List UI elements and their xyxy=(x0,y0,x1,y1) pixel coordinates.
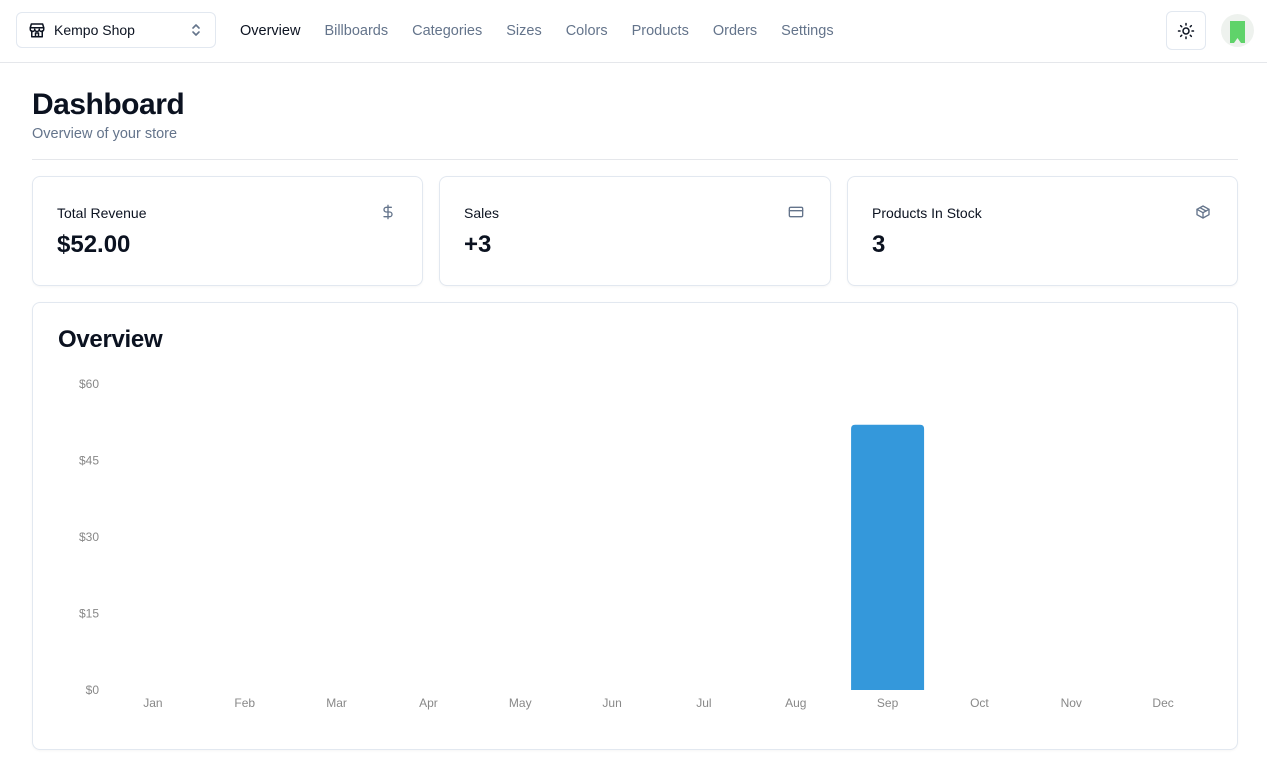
y-tick-label: $0 xyxy=(86,683,100,697)
card-value: 3 xyxy=(872,231,886,258)
overview-title: Overview xyxy=(58,326,163,353)
x-tick-label: May xyxy=(509,696,532,710)
card-value: $52.00 xyxy=(57,231,131,258)
nav-billboards[interactable]: Billboards xyxy=(324,23,389,39)
store-icon xyxy=(28,21,46,39)
nav-orders[interactable]: Orders xyxy=(712,23,758,39)
package-icon xyxy=(1195,204,1211,220)
card-sales: Sales +3 xyxy=(439,176,831,286)
x-tick-label: Oct xyxy=(970,696,989,710)
divider xyxy=(32,159,1238,160)
x-tick-label: Feb xyxy=(234,696,255,710)
x-tick-label: Nov xyxy=(1061,696,1082,710)
x-tick-label: Aug xyxy=(785,696,806,710)
overview-card: Overview $0 $15 $30 $45 $60 Jan Feb Mar Apr May Ju… xyxy=(32,302,1238,750)
sun-icon xyxy=(1177,22,1195,40)
x-tick-label: Jun xyxy=(602,696,621,710)
x-tick-label: Apr xyxy=(419,696,438,710)
nav-sizes[interactable]: Sizes xyxy=(506,23,542,39)
store-switcher[interactable]: Kempo Shop xyxy=(16,12,216,48)
nav-overview[interactable]: Overview xyxy=(240,23,301,39)
overview-bar-chart: $0 $15 $30 $45 $60 Jan Feb Mar Apr May Jun Jul Aug Se… xyxy=(79,377,1174,710)
chart-bar-sep[interactable] xyxy=(851,424,925,690)
top-navbar: Kempo Shop Overview Billboards Categorie… xyxy=(0,0,1267,63)
card-label: Total Revenue xyxy=(57,205,147,221)
user-avatar[interactable] xyxy=(1221,14,1254,47)
chevrons-up-down-icon xyxy=(189,22,203,38)
x-tick-label: Sep xyxy=(877,696,899,710)
x-tick-label: Dec xyxy=(1152,696,1173,710)
dollar-icon xyxy=(380,204,396,220)
credit-card-icon xyxy=(788,204,804,220)
page-subtitle: Overview of your store xyxy=(32,126,178,142)
x-tick-label: Jul xyxy=(696,696,711,710)
card-products-in-stock: Products In Stock 3 xyxy=(847,176,1238,286)
theme-toggle-button[interactable] xyxy=(1166,11,1206,50)
y-tick-label: $45 xyxy=(79,454,99,468)
card-value: +3 xyxy=(464,231,492,258)
x-tick-label: Mar xyxy=(326,696,347,710)
nav-colors[interactable]: Colors xyxy=(565,23,608,39)
main-nav: Overview Billboards Categories Sizes Col… xyxy=(240,0,858,62)
y-tick-label: $60 xyxy=(79,377,99,391)
store-name: Kempo Shop xyxy=(54,22,135,38)
nav-settings[interactable]: Settings xyxy=(781,23,834,39)
page-title: Dashboard xyxy=(32,88,185,121)
card-total-revenue: Total Revenue $52.00 xyxy=(32,176,423,286)
nav-categories[interactable]: Categories xyxy=(412,23,483,39)
card-label: Products In Stock xyxy=(872,205,982,221)
nav-products[interactable]: Products xyxy=(631,23,689,39)
x-tick-label: Jan xyxy=(143,696,162,710)
y-tick-label: $15 xyxy=(79,607,99,621)
card-label: Sales xyxy=(464,205,500,221)
y-tick-label: $30 xyxy=(79,530,99,544)
